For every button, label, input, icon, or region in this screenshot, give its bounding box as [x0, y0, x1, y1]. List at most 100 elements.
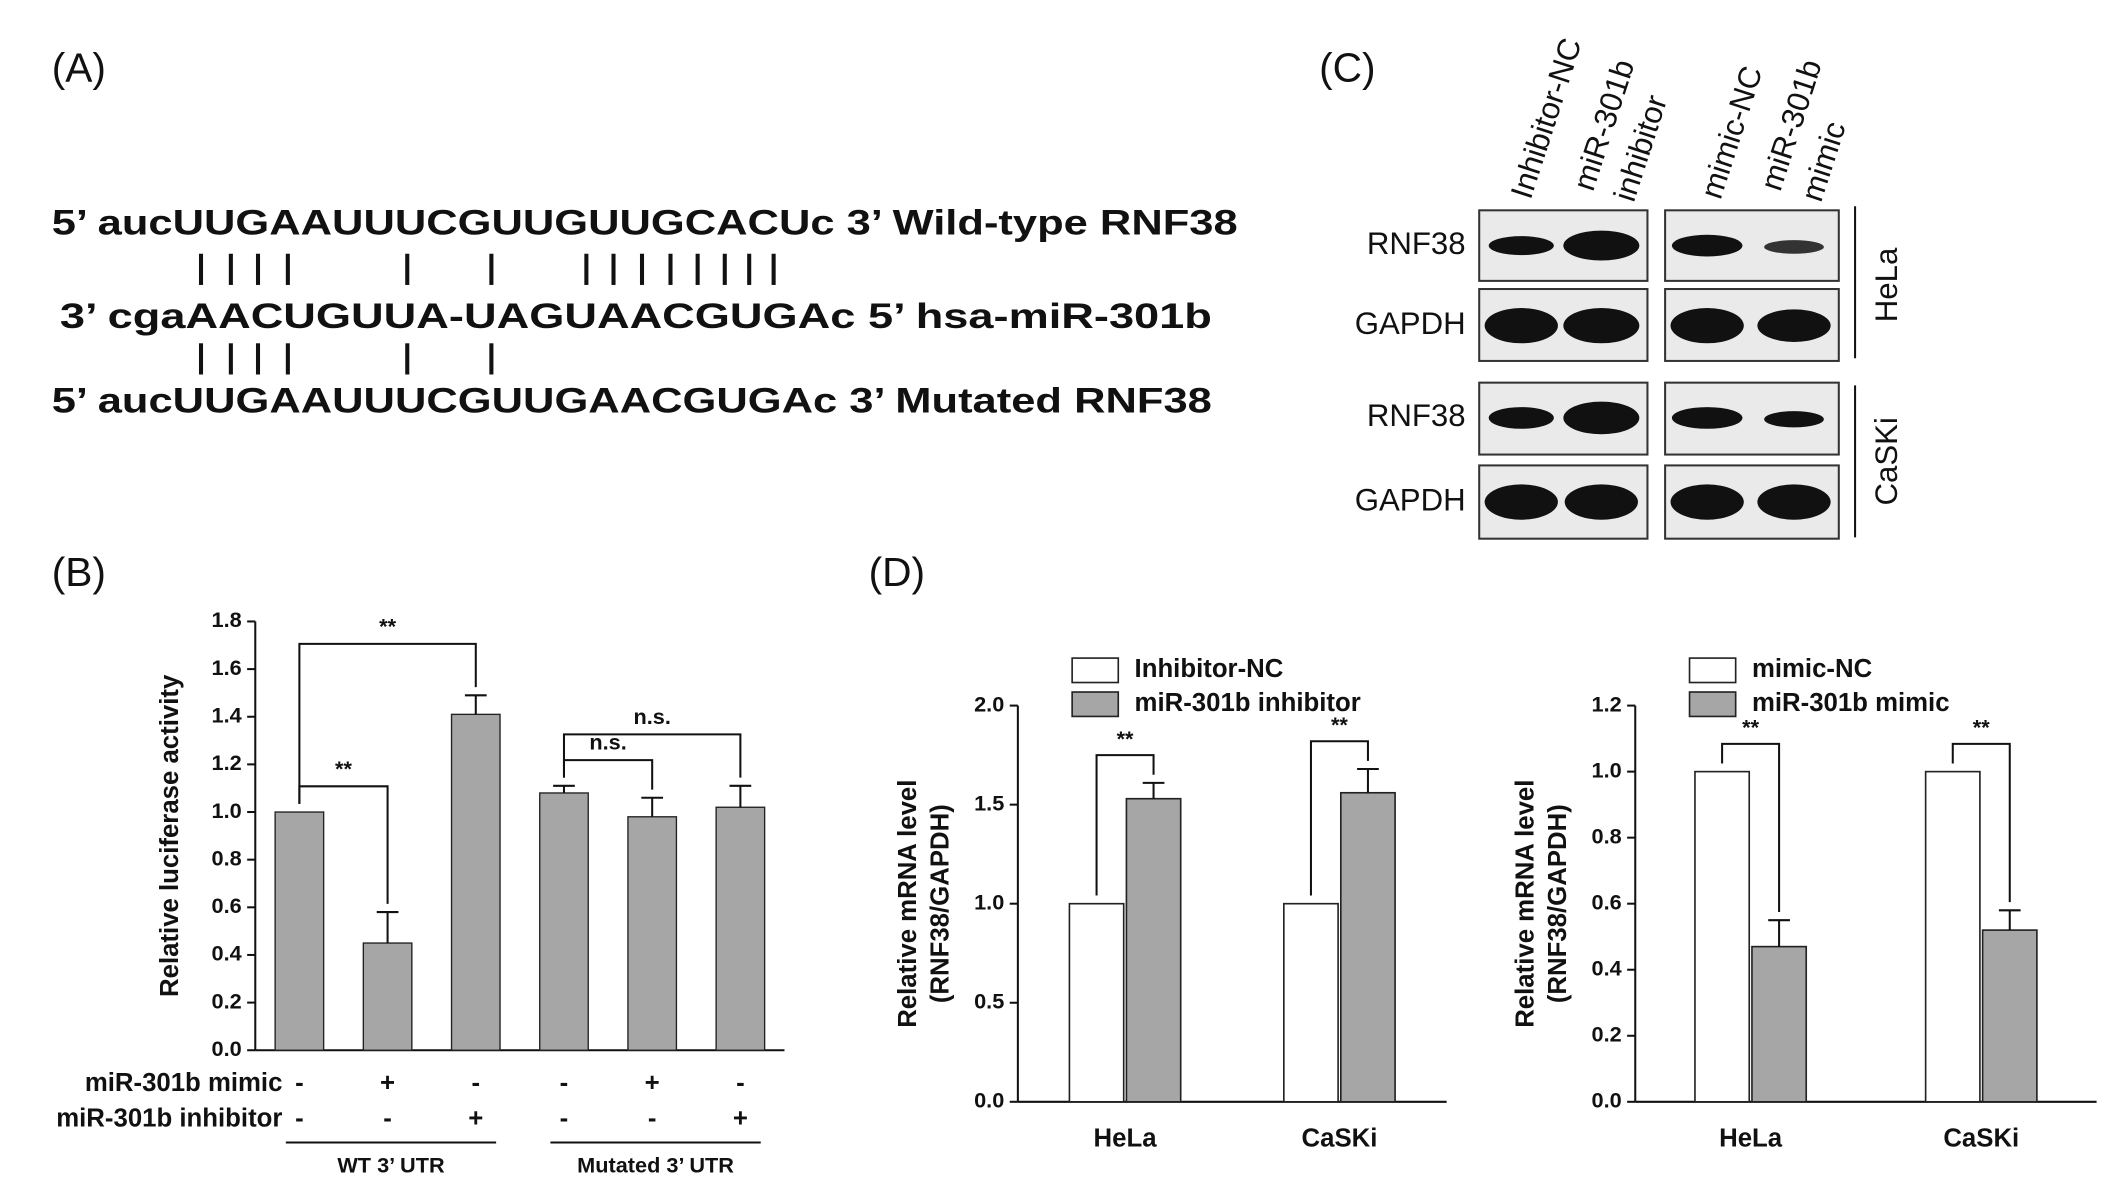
error-bar [1142, 781, 1165, 799]
error-bar [1998, 909, 2021, 931]
bar [1283, 902, 1339, 1103]
x-tick-label: CaSKi [1302, 1125, 1378, 1153]
legend-label: miR-301b mimic [1752, 689, 1950, 717]
y-tick-label: 1.4 [212, 702, 242, 727]
significance-bracket [1951, 742, 2011, 903]
bar [715, 806, 766, 1051]
y-tick-label: 0.8 [212, 845, 242, 870]
y-tick-label: 0.5 [974, 988, 1004, 1013]
treatment-sign: + [380, 1069, 395, 1097]
y-tick-label: 0.4 [1592, 955, 1622, 980]
y-tick-label: 0.6 [1592, 889, 1622, 914]
bar [1981, 929, 2038, 1103]
cell-line-label: CaSKi [1869, 417, 1904, 505]
bar [1751, 945, 1808, 1103]
significance-label: ** [1331, 712, 1348, 737]
group-label: Mutated 3’ UTR [577, 1153, 734, 1178]
significance-bracket [298, 642, 477, 804]
row-label: GAPDH [1355, 482, 1466, 517]
y-tick-label: 1.2 [212, 750, 242, 775]
y-tick-label: 0.8 [1592, 823, 1622, 848]
legend-swatch [1071, 691, 1120, 718]
significance-bracket [1309, 740, 1369, 896]
y-axis-label: (RNF38/GAPDH) [927, 804, 955, 1003]
y-tick-label: 1.5 [974, 790, 1004, 815]
y-tick-label: 0.0 [212, 1036, 242, 1061]
treatment-sign: + [468, 1104, 483, 1132]
sequence: 5’ aucUUGAAUUUCGUUGAACGUGAc 3’ Mutated R… [52, 381, 1212, 420]
significance-label: ** [1117, 726, 1134, 751]
bar [1068, 902, 1125, 1103]
legend-swatch [1688, 657, 1737, 684]
significance-label: ** [1742, 715, 1759, 740]
error-bar [553, 784, 575, 793]
y-tick-label: 1.0 [212, 798, 242, 823]
y-tick-label: 0.6 [212, 893, 242, 918]
treatment-sign: - [471, 1069, 480, 1097]
treatment-sign: - [560, 1069, 569, 1097]
significance-label: n.s. [589, 730, 626, 755]
panel-label: (A) [52, 44, 106, 90]
y-tick-label: 1.0 [1592, 757, 1622, 782]
bar [1125, 797, 1182, 1103]
significance-label: n.s. [633, 704, 670, 729]
bar [1339, 791, 1396, 1103]
group-label: WT 3’ UTR [337, 1153, 445, 1178]
treatment-sign: - [295, 1104, 304, 1132]
y-tick-label: 1.2 [1592, 691, 1622, 716]
significance-bracket [562, 733, 742, 778]
error-bar [376, 911, 399, 944]
y-axis-label: (RNF38/GAPDH) [1544, 804, 1572, 1003]
significance-label: ** [1973, 715, 1990, 740]
bar [539, 792, 589, 1051]
x-tick-label: HeLa [1719, 1125, 1783, 1153]
treatment-sign: + [645, 1069, 660, 1097]
bar [450, 713, 501, 1051]
legend-swatch [1071, 657, 1120, 684]
x-tick-label: CaSKi [1943, 1125, 2019, 1153]
y-tick-label: 0.0 [974, 1088, 1004, 1113]
significance-bracket [562, 759, 654, 790]
y-tick-label: 0.2 [1592, 1022, 1622, 1047]
y-tick-label: 2.0 [974, 691, 1004, 716]
x-tick-label: HeLa [1094, 1125, 1158, 1153]
error-bar [641, 796, 664, 817]
y-axis-label: Relative luciferase activity [156, 674, 184, 997]
treatment-sign: - [295, 1069, 304, 1097]
row-label: RNF38 [1367, 226, 1466, 261]
blot-bands [1484, 230, 1831, 520]
pairing-bars [198, 253, 776, 375]
y-axis-label: Relative mRNA level [894, 780, 922, 1028]
error-bar [729, 784, 752, 808]
treatment-sign: - [648, 1104, 657, 1132]
bar [627, 816, 678, 1051]
y-tick-label: 0.4 [212, 941, 242, 966]
significance-bracket [1721, 742, 1781, 913]
bar [1694, 770, 1751, 1103]
row-label: GAPDH [1355, 306, 1466, 341]
panel-label: (C) [1319, 44, 1375, 90]
cell-line-label: HeLa [1869, 247, 1904, 322]
treatment-sign: - [736, 1069, 745, 1097]
treatment-label: miR-301b inhibitor [56, 1104, 282, 1132]
bar [274, 811, 325, 1051]
bar [1924, 770, 1981, 1103]
significance-label: ** [335, 756, 352, 781]
y-tick-label: 1.8 [212, 607, 242, 632]
treatment-sign: - [560, 1104, 569, 1132]
y-tick-label: 1.0 [974, 889, 1004, 914]
panel-label: (B) [52, 549, 106, 595]
error-bar [1357, 767, 1379, 793]
y-tick-label: 0.0 [1592, 1088, 1622, 1113]
sequence: 3’ cgaAACUGUUA-UAGUAACGUGAc 5’ hsa-miR-3… [60, 297, 1212, 336]
significance-label: ** [379, 613, 396, 638]
legend-label: miR-301b inhibitor [1135, 689, 1361, 717]
bar [362, 942, 413, 1051]
row-label: RNF38 [1367, 398, 1466, 433]
error-bar [464, 694, 487, 715]
treatment-label: miR-301b mimic [85, 1069, 283, 1097]
y-tick-label: 0.2 [212, 988, 242, 1013]
treatment-sign: + [733, 1104, 748, 1132]
